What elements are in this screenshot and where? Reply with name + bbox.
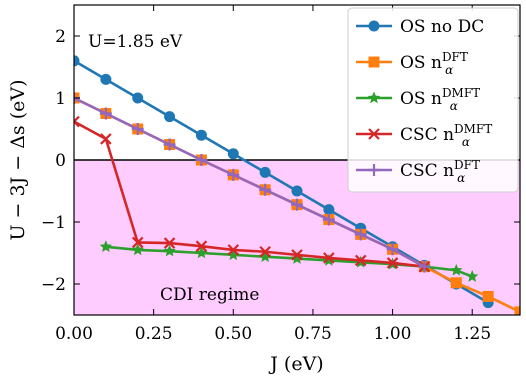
data-point xyxy=(163,138,176,151)
data-point xyxy=(386,257,399,269)
data-point xyxy=(195,154,208,166)
y-tick-label: 2 xyxy=(55,27,66,47)
data-point xyxy=(259,245,271,258)
legend-box xyxy=(347,7,519,193)
data-point xyxy=(74,115,80,128)
data-point xyxy=(131,123,144,135)
legend-label: OS no DC xyxy=(400,17,484,37)
legend-marker xyxy=(368,164,380,176)
data-point xyxy=(418,260,431,273)
x-tick-label: 0.00 xyxy=(55,324,93,344)
data-point xyxy=(74,55,80,67)
data-point xyxy=(132,92,144,104)
data-point xyxy=(195,246,208,259)
data-point xyxy=(227,244,240,256)
data-point xyxy=(354,228,367,241)
x-tick-label: 0.50 xyxy=(214,324,252,344)
legend-label: OS nDMFT α xyxy=(400,86,480,113)
data-point xyxy=(291,185,303,197)
data-point xyxy=(259,183,272,196)
data-point xyxy=(131,236,144,249)
data-point xyxy=(99,107,112,120)
legend-marker xyxy=(368,20,380,32)
series-3 xyxy=(74,115,431,273)
data-point xyxy=(100,73,112,85)
x-tick-label: 1.00 xyxy=(374,324,412,344)
data-point xyxy=(227,168,240,181)
data-point xyxy=(163,237,176,249)
data-point xyxy=(164,111,176,123)
data-point xyxy=(99,240,113,253)
legend-label: CSC nDFT α xyxy=(400,158,480,185)
y-axis-label: U − 3J − Δs (eV) xyxy=(7,79,29,240)
data-point xyxy=(323,252,335,264)
data-point xyxy=(290,252,304,264)
series-line xyxy=(74,96,426,268)
legend-entry: CSC nDFT α xyxy=(356,158,480,185)
legend-entry: OS nDFT α xyxy=(356,50,468,77)
data-point xyxy=(258,250,272,262)
data-point xyxy=(259,166,271,178)
legend-entry: CSC nDMFT α xyxy=(356,122,492,149)
data-point xyxy=(466,270,479,282)
x-tick-label: 1.25 xyxy=(453,324,491,344)
data-point xyxy=(291,198,303,211)
data-point xyxy=(131,243,144,256)
data-point xyxy=(450,263,463,276)
data-point xyxy=(195,240,208,252)
data-point xyxy=(323,204,335,216)
legend-marker xyxy=(367,91,381,104)
data-point xyxy=(227,148,239,160)
legend-entry: OS nDMFT α xyxy=(356,86,480,113)
legend-marker xyxy=(368,128,380,140)
legend: OS no DC OS nDFT α OS nDMFT α CSC nDMFT α CSC n… xyxy=(347,7,519,193)
legend-entry: OS no DC xyxy=(356,17,484,37)
x-axis-label: J (eV) xyxy=(268,353,323,375)
x-tick-label: 0.25 xyxy=(135,324,173,344)
data-point xyxy=(291,249,303,261)
data-point xyxy=(482,290,494,302)
data-point xyxy=(227,248,240,261)
data-point xyxy=(514,306,520,315)
data-point xyxy=(322,213,335,226)
y-tick-label: 1 xyxy=(55,89,66,109)
x-tick-label: 0.75 xyxy=(294,324,332,344)
legend-label: CSC nDMFT α xyxy=(400,122,492,149)
data-point xyxy=(195,129,207,141)
y-tick-label: 0 xyxy=(55,151,66,171)
cdi-region-label: CDI regime xyxy=(160,285,259,305)
data-point xyxy=(100,133,112,145)
y-tick-label: −2 xyxy=(41,275,66,295)
y-tick-label: −1 xyxy=(41,213,66,233)
legend-label: OS nDFT α xyxy=(400,50,468,77)
data-point xyxy=(354,254,367,267)
data-point xyxy=(163,244,176,257)
legend-marker xyxy=(368,56,380,68)
data-point xyxy=(386,243,399,256)
annotation-u-value: U=1.85 eV xyxy=(88,32,183,52)
data-point xyxy=(322,253,336,266)
series-4 xyxy=(74,92,431,273)
data-point xyxy=(450,277,462,289)
series-line xyxy=(74,120,425,268)
